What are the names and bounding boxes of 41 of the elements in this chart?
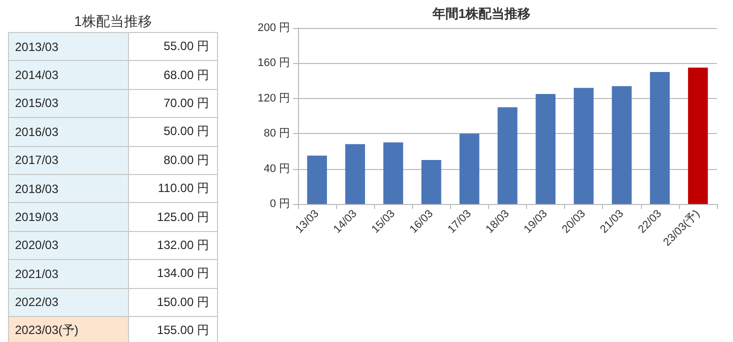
data-label: 50.00 円 [128, 118, 218, 146]
category-label: 2017/03 [8, 146, 128, 174]
text: 1株配当推移 [73, 12, 153, 31]
bar [498, 107, 518, 204]
y-tick-label: 80 円 [264, 128, 290, 140]
category-label: 2022/03 [8, 288, 128, 316]
data-label: 132.00 円 [128, 231, 218, 260]
bar [536, 94, 556, 204]
data-label: 134.00 円 [128, 260, 218, 288]
data-label: 155.00 円 [128, 316, 218, 342]
category-label: 2018/03 [8, 174, 128, 203]
category-label: 2014/03 [8, 60, 128, 90]
category-label: 2021/03 [8, 260, 128, 288]
y-tick-label: 40 円 [264, 162, 290, 175]
bar [421, 160, 442, 204]
y-tick-label: 160 円 [258, 57, 290, 70]
data-label: 80.00 円 [128, 146, 218, 174]
bar [345, 144, 366, 204]
category-label: 2015/03 [8, 89, 128, 118]
category-label: 2023/03(予) [8, 316, 128, 342]
category-label: 2016/03 [8, 118, 128, 146]
bar [612, 86, 632, 204]
bar [650, 72, 670, 204]
data-label: 70.00 円 [128, 89, 218, 118]
bar [460, 134, 480, 204]
bar [383, 142, 404, 204]
data-label: 55.00 円 [128, 32, 218, 61]
category-label: 2019/03 [8, 202, 128, 232]
bar [688, 68, 708, 204]
data-label: 68.00 円 [128, 60, 218, 90]
y-tick-label: 0 円 [270, 198, 290, 210]
category-label: 2020/03 [8, 231, 128, 260]
data-label: 110.00 円 [128, 174, 218, 203]
category-label: 2013/03 [8, 32, 128, 61]
data-label: 150.00 円 [128, 288, 218, 316]
y-tick-label: 120 円 [258, 92, 290, 104]
y-tick-label: 200 円 [258, 22, 290, 34]
bar [574, 88, 594, 204]
bar [307, 156, 327, 204]
data-label: 125.00 円 [128, 202, 218, 232]
chart-title: 年間1株配当推移 [431, 6, 531, 21]
